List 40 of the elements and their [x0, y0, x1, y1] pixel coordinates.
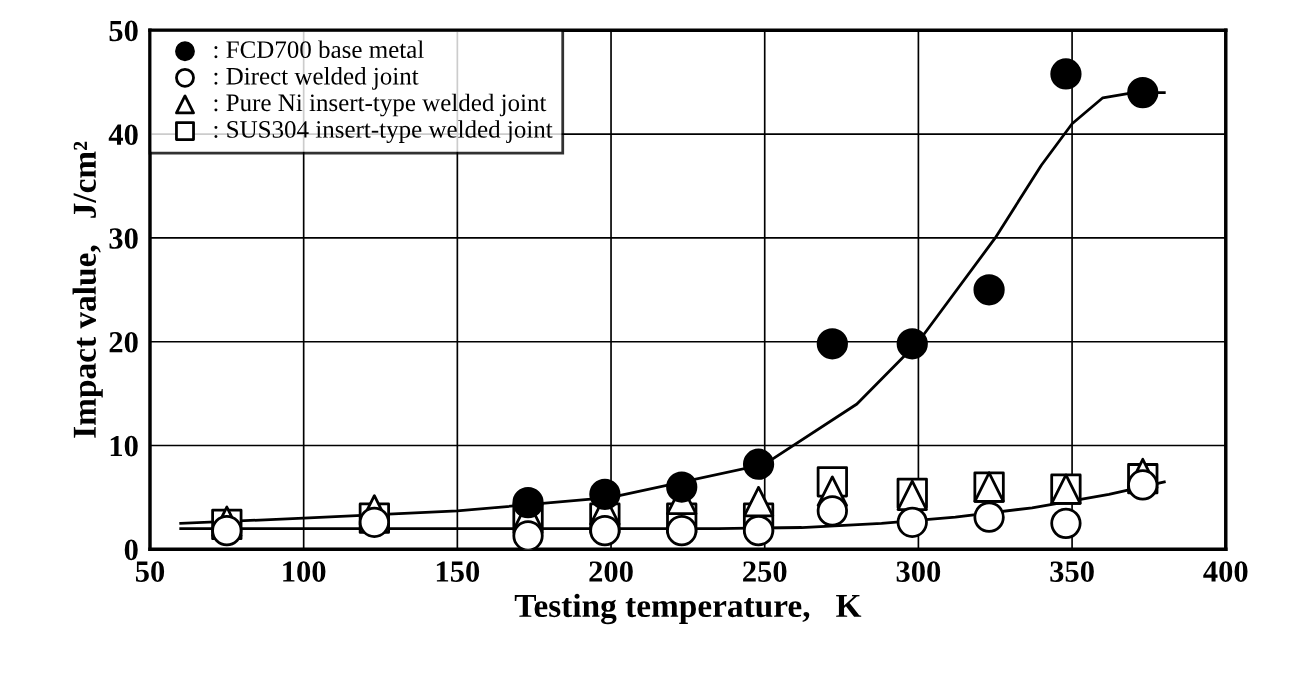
x-tick-label: 400: [1203, 561, 1248, 582]
legend-label: : SUS304 insert-type welded joint: [214, 120, 553, 144]
point: [589, 478, 621, 510]
point: [973, 501, 1005, 533]
x-tick-label: 150: [436, 561, 480, 582]
point: [742, 448, 775, 480]
x-tick-label: 250: [743, 561, 787, 582]
x-tick-label: 100: [283, 561, 326, 582]
legend-label: : Direct welded joint: [214, 67, 419, 90]
point: [1127, 76, 1159, 109]
legend-label: : Pure Ni insert-type welded joint: [214, 93, 547, 117]
x-tick-label: 50: [135, 561, 165, 582]
point: [211, 515, 243, 547]
point: [742, 515, 775, 547]
y-axis-title: Impact value, J/cm²: [72, 141, 103, 438]
point: [512, 520, 544, 550]
point: [742, 485, 775, 518]
x-tick-label: 350: [1050, 561, 1094, 582]
y-tick-label: 0: [124, 539, 138, 561]
point: [973, 274, 1005, 306]
point: [816, 495, 848, 527]
point: [1050, 58, 1082, 90]
x-tick-label: 300: [896, 561, 941, 582]
point: [1050, 507, 1082, 539]
point: [896, 328, 928, 360]
x-axis-title: Testing temperature, K: [514, 593, 862, 625]
y-tick-label: 50: [109, 20, 138, 42]
point: [666, 515, 698, 547]
point: [512, 486, 544, 519]
y-tick-label: 30: [109, 228, 138, 249]
y-tick-label: 10: [110, 435, 138, 457]
point: [666, 471, 698, 503]
x-tick-label: 200: [589, 561, 633, 582]
legend-label: : FCD700 base metal: [214, 40, 424, 59]
y-tick-label: 40: [108, 124, 138, 146]
point: [1127, 469, 1159, 501]
y-tick-label: 20: [109, 332, 138, 353]
point: [816, 328, 848, 360]
point: [589, 515, 621, 547]
point: [896, 506, 928, 538]
